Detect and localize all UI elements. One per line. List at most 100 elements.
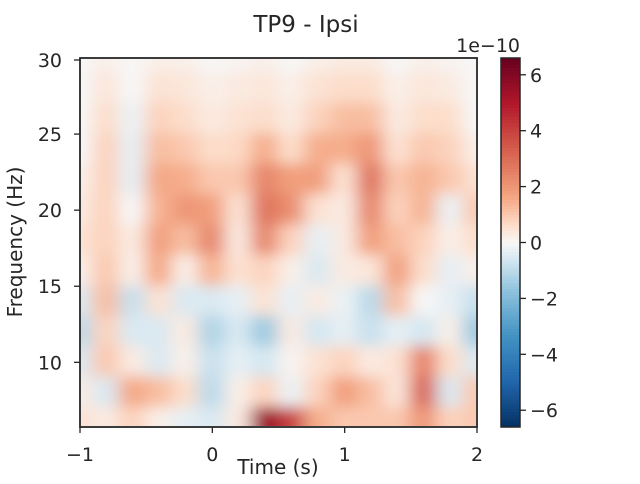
- heatmap-cell: [145, 224, 174, 257]
- heatmap-cell: [224, 315, 254, 349]
- heatmap-cell: [462, 346, 476, 379]
- heatmap-cell: [356, 163, 386, 196]
- colorbar-segment: [501, 248, 520, 253]
- heatmap-cell: [303, 102, 333, 136]
- heatmap-cell: [224, 59, 254, 75]
- heatmap-cell: [303, 254, 333, 288]
- x-tick-label: 1: [339, 444, 351, 466]
- colorbar-segment: [501, 411, 520, 416]
- colorbar-segment: [501, 401, 520, 406]
- heatmap-cell: [303, 346, 333, 379]
- colorbar-segment: [501, 72, 520, 77]
- colorbar-segment: [501, 112, 520, 117]
- colorbar-segment: [501, 171, 520, 176]
- colorbar-segment: [501, 325, 520, 330]
- colorbar-segment: [501, 85, 520, 90]
- heatmap-cell: [303, 315, 333, 349]
- colorbar-segment: [501, 168, 520, 173]
- heatmap-cell: [277, 376, 306, 409]
- heatmap-cell: [81, 59, 95, 75]
- colorbar-segment: [501, 211, 520, 216]
- colorbar-segment: [501, 291, 520, 296]
- colorbar-segment: [501, 414, 520, 419]
- heatmap-cell: [462, 59, 476, 75]
- heatmap-cell: [224, 285, 254, 318]
- colorbar-tick-label: 4: [530, 121, 542, 143]
- colorbar-segment: [501, 343, 520, 348]
- heatmap-cell: [356, 315, 386, 349]
- colorbar-segment: [501, 103, 520, 108]
- heatmap-cell: [171, 346, 201, 379]
- heatmap-cells: [81, 59, 476, 426]
- heatmap-cell: [118, 285, 148, 318]
- colorbar-segment: [501, 321, 520, 327]
- heatmap-cell: [277, 59, 306, 75]
- colorbar-segment: [501, 365, 520, 370]
- heatmap-cell: [409, 315, 439, 349]
- heatmap-cell: [224, 376, 254, 409]
- heatmap-cell: [356, 224, 386, 257]
- heatmap-cell: [92, 163, 121, 196]
- heatmap-cell: [171, 285, 201, 318]
- heatmap-cell: [251, 254, 280, 288]
- colorbar-segment: [501, 229, 520, 234]
- colorbar-offset-label: 1e−10: [456, 35, 520, 57]
- colorbar-segment: [501, 285, 520, 290]
- heatmap-cell: [198, 193, 227, 227]
- heatmap-cell: [462, 72, 476, 105]
- heatmap-cell: [92, 224, 121, 257]
- colorbar-tick-label: 0: [530, 233, 542, 255]
- heatmap-cell: [409, 102, 439, 136]
- colorbar-tick-label: −6: [530, 400, 558, 422]
- heatmap-cell: [81, 163, 95, 196]
- heatmap-cell: [81, 133, 95, 166]
- colorbar-segment: [501, 146, 520, 151]
- heatmap-cell: [383, 285, 412, 318]
- heatmap-cell: [277, 285, 306, 318]
- colorbar-segment: [501, 63, 520, 68]
- colorbar-segment: [501, 300, 520, 305]
- colorbar-segment: [501, 115, 520, 120]
- colorbar-segment: [501, 235, 520, 240]
- colorbar-segment: [501, 245, 520, 250]
- colorbar-axis: 6 4 2 0 −2 −4 −6: [520, 65, 558, 422]
- heatmap-cell: [118, 315, 148, 349]
- heatmap-cell: [251, 315, 280, 349]
- heatmap-cell: [198, 59, 227, 75]
- heatmap-cell: [224, 224, 254, 257]
- colorbar-segment: [501, 174, 520, 179]
- colorbar-segment: [501, 275, 520, 280]
- heatmap-cell: [330, 376, 359, 409]
- heatmap-cell: [356, 376, 386, 409]
- heatmap-cell: [118, 102, 148, 136]
- colorbar-segment: [501, 57, 520, 62]
- colorbar-segment: [501, 152, 520, 157]
- heatmap-cell: [145, 346, 174, 379]
- colorbar-segment: [501, 306, 520, 311]
- colorbar-segment: [501, 106, 520, 111]
- colorbar-segment: [501, 137, 520, 142]
- colorbar-segment: [501, 254, 520, 259]
- heatmap-cell: [436, 254, 465, 288]
- heatmap-cell: [251, 193, 280, 227]
- colorbar-segment: [501, 303, 520, 308]
- heatmap-cell: [224, 193, 254, 227]
- heatmap-cell: [145, 193, 174, 227]
- heatmap-cell: [171, 406, 201, 426]
- heatmap-cell: [81, 72, 95, 105]
- heatmap-cell: [436, 224, 465, 257]
- heatmap-cell: [224, 406, 254, 426]
- heatmap-cell: [356, 193, 386, 227]
- heatmap-cell: [224, 133, 254, 166]
- heatmap-cell: [383, 376, 412, 409]
- colorbar-segment: [501, 334, 520, 339]
- colorbar-segment: [501, 128, 520, 133]
- heatmap-cell: [436, 133, 465, 166]
- heatmap-cell: [171, 163, 201, 196]
- colorbar-segment: [501, 66, 520, 71]
- heatmap-cell: [224, 102, 254, 136]
- heatmap-cell: [145, 72, 174, 105]
- heatmap-cell: [277, 193, 306, 227]
- colorbar-segment: [501, 60, 520, 65]
- colorbar-segment: [501, 278, 520, 283]
